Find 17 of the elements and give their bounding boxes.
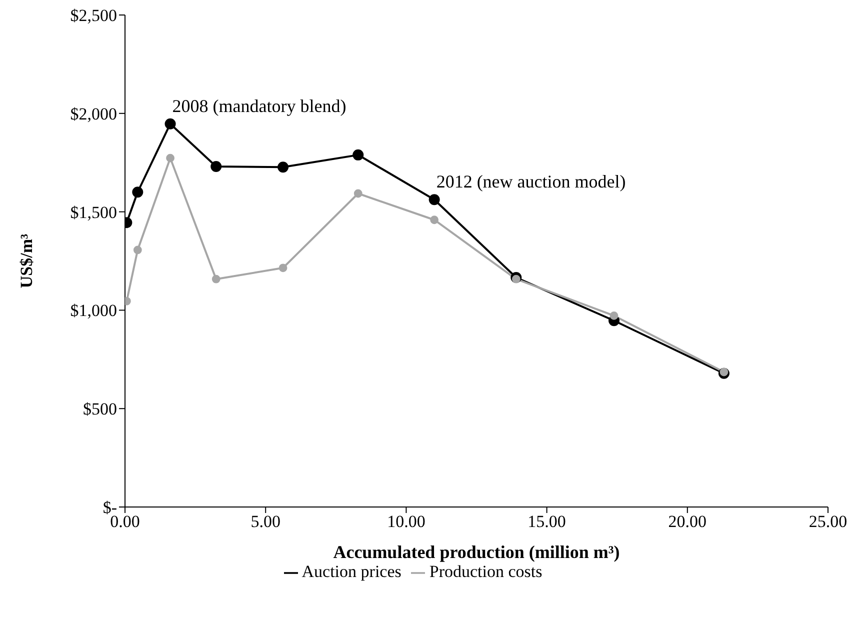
y-tick-label: $2,000: [70, 104, 117, 124]
x-tick-label: 5.00: [250, 512, 280, 532]
x-tick-label: 10.00: [387, 512, 426, 532]
x-tick-label: 0.00: [110, 512, 140, 532]
y-axis-title: US$/m³: [17, 234, 36, 288]
legend-label: Auction prices: [302, 562, 402, 581]
x-axis-title: Accumulated production (million m³): [333, 542, 620, 562]
x-tick-label: 20.00: [668, 512, 707, 532]
y-tick-label: $2,500: [70, 6, 117, 26]
y-tick-label: $500: [83, 400, 117, 419]
annotation: 2008 (mandatory blend): [172, 96, 346, 116]
x-tick-label: 15.00: [528, 512, 566, 532]
legend-label: Production costs: [429, 562, 542, 581]
y-tick-label: $1,000: [70, 301, 117, 320]
x-tick-label: 25.00: [808, 512, 848, 532]
annotation: 2012 (new auction model): [436, 172, 626, 192]
y-tick-label: $1,500: [70, 202, 117, 222]
